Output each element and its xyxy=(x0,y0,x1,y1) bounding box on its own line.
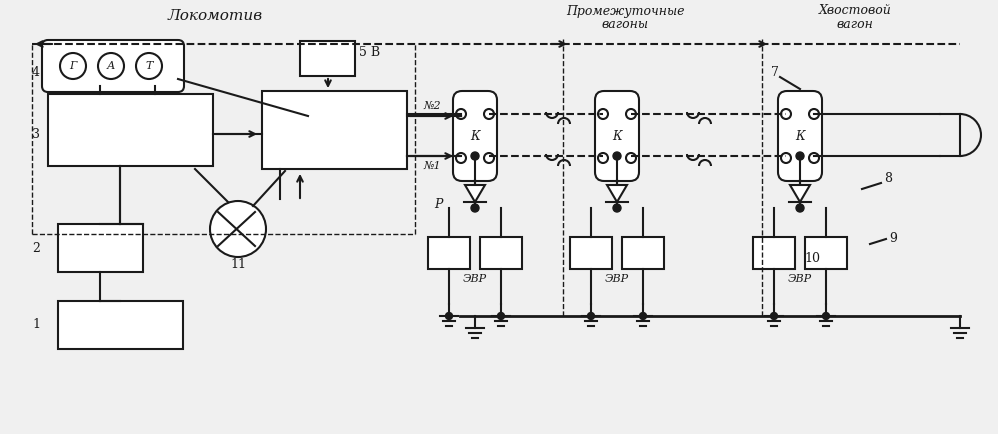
Circle shape xyxy=(484,153,494,163)
Text: Промежуточные: Промежуточные xyxy=(566,4,685,17)
Bar xyxy=(428,237,470,269)
Bar xyxy=(805,237,847,269)
Circle shape xyxy=(471,204,479,212)
Circle shape xyxy=(456,153,466,163)
Polygon shape xyxy=(790,185,810,202)
Text: 11: 11 xyxy=(230,257,246,270)
Bar xyxy=(300,41,355,76)
Text: К: К xyxy=(795,129,804,142)
Text: 4: 4 xyxy=(32,66,40,79)
FancyBboxPatch shape xyxy=(778,91,822,181)
Circle shape xyxy=(796,204,804,212)
Circle shape xyxy=(210,201,266,257)
Circle shape xyxy=(809,153,819,163)
Bar xyxy=(58,301,183,349)
Text: 10: 10 xyxy=(804,253,820,266)
Circle shape xyxy=(98,53,124,79)
Text: №1: №1 xyxy=(423,161,441,171)
Circle shape xyxy=(781,153,791,163)
Circle shape xyxy=(640,312,647,319)
Text: 1: 1 xyxy=(32,319,40,332)
Text: ЭВР: ЭВР xyxy=(463,274,487,284)
Bar xyxy=(480,237,522,269)
Circle shape xyxy=(781,109,791,119)
Text: 8: 8 xyxy=(884,172,892,185)
Circle shape xyxy=(598,109,608,119)
Text: К: К xyxy=(612,129,622,142)
Text: Р: Р xyxy=(434,197,442,210)
Bar xyxy=(622,237,664,269)
Text: Г: Г xyxy=(69,61,77,71)
Text: 5 В: 5 В xyxy=(359,46,380,59)
Bar xyxy=(753,237,795,269)
Text: вагон: вагон xyxy=(836,17,873,30)
Text: ЭВР: ЭВР xyxy=(605,274,629,284)
Text: К: К xyxy=(470,129,480,142)
Circle shape xyxy=(471,152,479,160)
Circle shape xyxy=(796,152,804,160)
Text: А: А xyxy=(107,61,115,71)
Bar xyxy=(58,224,143,272)
Circle shape xyxy=(136,53,162,79)
Bar xyxy=(570,237,612,269)
Polygon shape xyxy=(465,185,485,202)
Circle shape xyxy=(60,53,86,79)
Circle shape xyxy=(588,312,595,319)
Circle shape xyxy=(770,312,777,319)
Text: Локомотив: Локомотив xyxy=(168,9,262,23)
Text: 3: 3 xyxy=(32,128,40,141)
Circle shape xyxy=(445,312,452,319)
Circle shape xyxy=(613,204,621,212)
FancyBboxPatch shape xyxy=(453,91,497,181)
Text: 9: 9 xyxy=(889,233,897,246)
Text: 2: 2 xyxy=(32,241,40,254)
Circle shape xyxy=(456,109,466,119)
Circle shape xyxy=(484,109,494,119)
FancyBboxPatch shape xyxy=(595,91,639,181)
Text: Хвостовой: Хвостовой xyxy=(818,4,891,17)
Text: ЭВР: ЭВР xyxy=(788,274,812,284)
Circle shape xyxy=(598,153,608,163)
Circle shape xyxy=(626,109,636,119)
Text: вагоны: вагоны xyxy=(602,17,649,30)
Text: Т: Т xyxy=(146,61,153,71)
Bar xyxy=(262,91,407,169)
Text: 7: 7 xyxy=(771,66,778,79)
Circle shape xyxy=(613,152,621,160)
Circle shape xyxy=(626,153,636,163)
Polygon shape xyxy=(607,185,627,202)
Bar xyxy=(48,94,213,166)
Circle shape xyxy=(809,109,819,119)
Text: №2: №2 xyxy=(423,101,441,111)
FancyBboxPatch shape xyxy=(42,40,184,92)
Circle shape xyxy=(497,312,505,319)
Circle shape xyxy=(822,312,829,319)
